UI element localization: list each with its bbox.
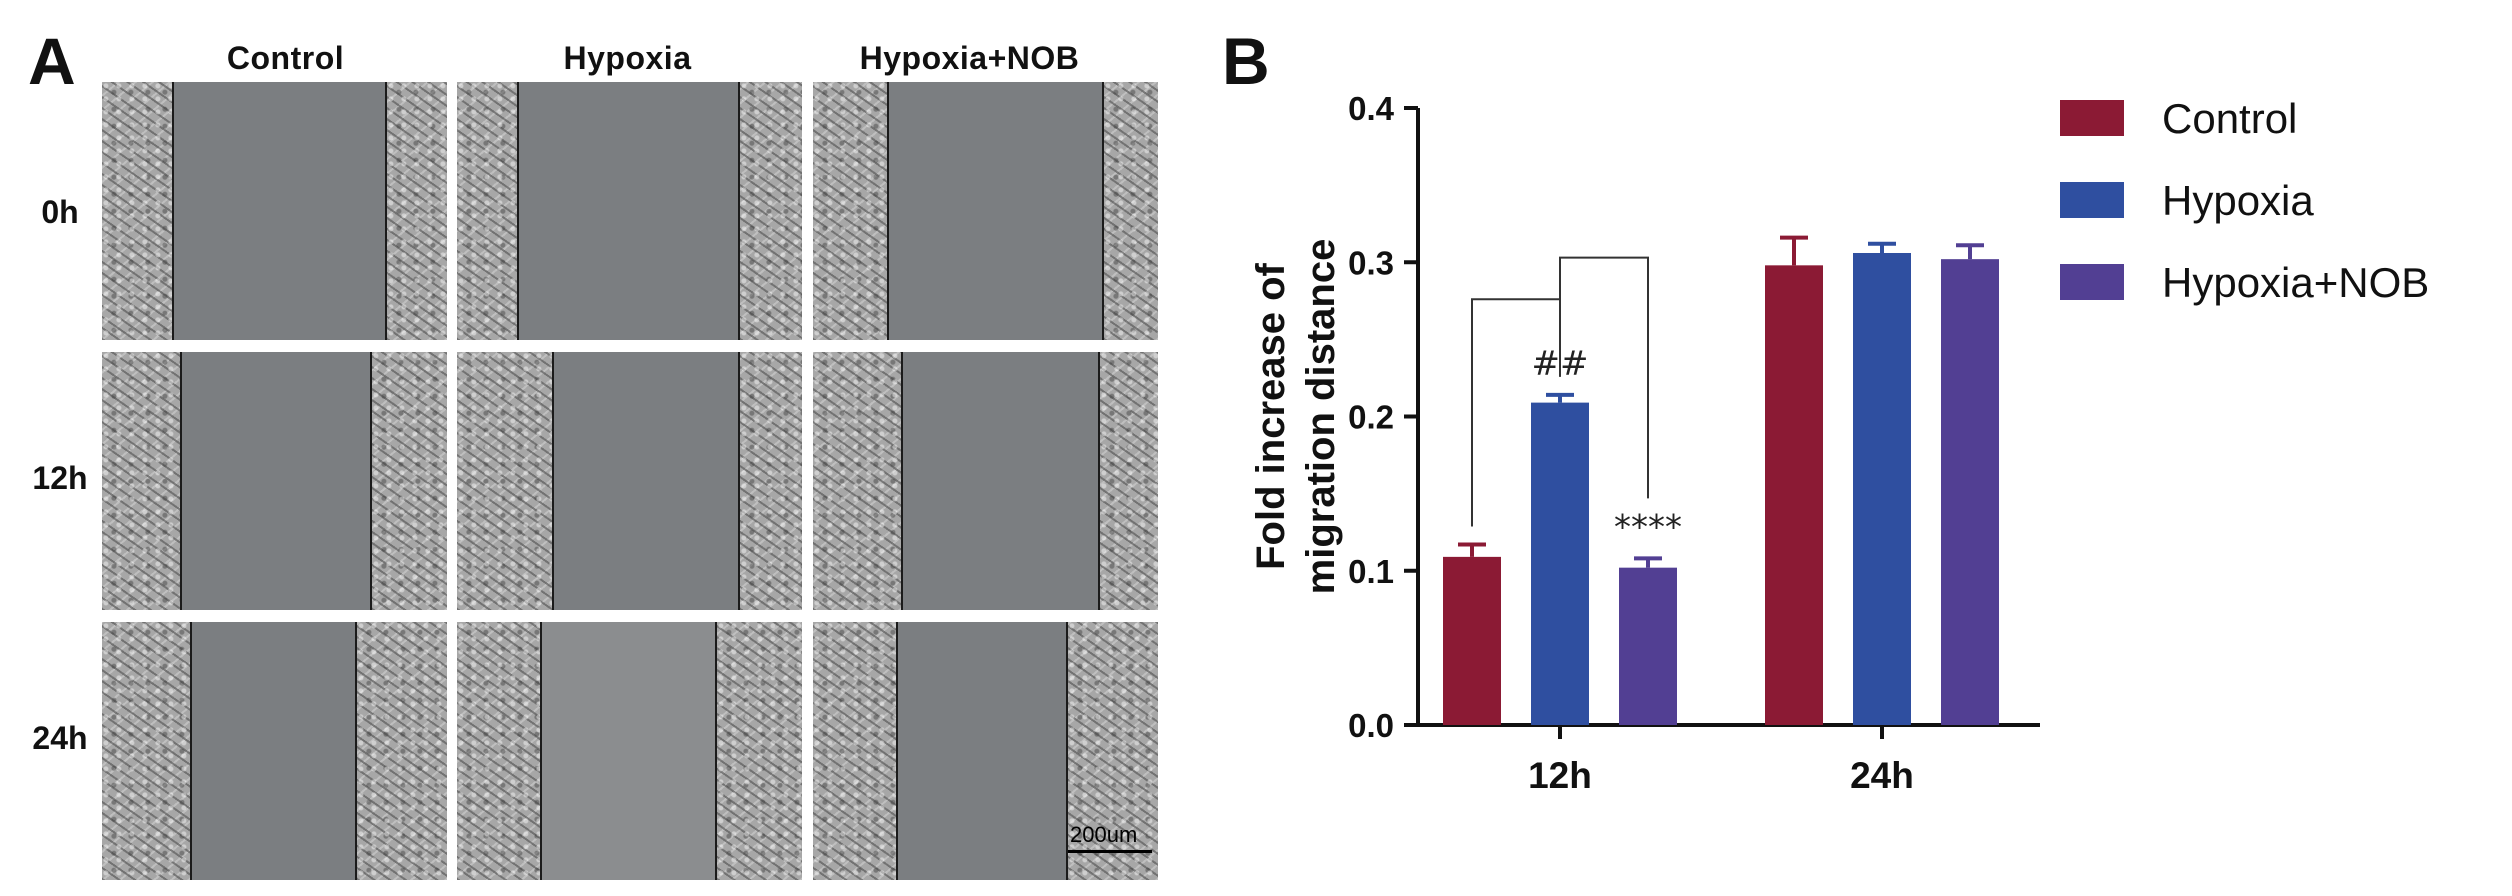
micrograph-hypoxia-nob-0h bbox=[813, 82, 1158, 340]
chart-labels: Fold increase of migration distance ## **** bbox=[1249, 239, 1682, 595]
legend-label: Control bbox=[2162, 95, 2297, 142]
y-tick-label: 0.0 bbox=[1348, 707, 1394, 744]
significance-brackets bbox=[1471, 256, 1649, 527]
column-label-control: Control bbox=[226, 40, 345, 76]
significance-annotation: **** bbox=[1614, 507, 1682, 547]
micrograph-hypoxia-nob-12h bbox=[813, 352, 1158, 610]
column-label-hypoxia: Hypoxia bbox=[563, 40, 692, 76]
bar-hypoxia-nob-24h bbox=[1941, 259, 1999, 725]
micrograph-hypoxia-0h bbox=[457, 82, 802, 340]
y-tick-label: 0.2 bbox=[1348, 399, 1394, 436]
micrograph-hypoxia-12h bbox=[457, 352, 802, 610]
legend-label: Hypoxia bbox=[2162, 177, 2314, 224]
chart-bars bbox=[1443, 235, 1999, 725]
chart-axes: 0.0 0.1 0.2 0.3 0.4 12h 24h bbox=[1348, 90, 2040, 796]
significance-bracket bbox=[1559, 256, 1649, 499]
micrograph-hypoxia-24h bbox=[457, 622, 802, 880]
y-tick-label: 0.3 bbox=[1348, 244, 1394, 281]
micrograph-control-12h bbox=[102, 352, 447, 610]
scale-bar bbox=[1068, 850, 1152, 853]
y-axis-label: Fold increase of migration distance bbox=[1249, 239, 1343, 595]
panel-a-letter: A bbox=[28, 24, 76, 98]
micrograph-hypoxia-nob-24h bbox=[813, 622, 1158, 880]
column-label-hypoxia-nob: Hypoxia+NOB bbox=[859, 40, 1080, 76]
y-axis-label-line: Fold increase of bbox=[1249, 262, 1293, 569]
chart-legend: Control Hypoxia Hypoxia+NOB bbox=[2060, 95, 2429, 306]
panel-b-letter: B bbox=[1222, 24, 1270, 98]
legend-label: Hypoxia+NOB bbox=[2162, 259, 2429, 306]
row-label-12h: 12h bbox=[32, 460, 88, 496]
legend-swatch bbox=[2060, 100, 2124, 136]
micrograph-control-24h bbox=[102, 622, 447, 880]
bar-control-12h bbox=[1443, 556, 1501, 725]
row-label-24h: 24h bbox=[32, 720, 88, 756]
y-tick-label: 0.1 bbox=[1348, 553, 1394, 590]
bar-hypoxia-12h bbox=[1531, 402, 1589, 725]
row-label-0h: 0h bbox=[41, 194, 79, 230]
micrograph-control-0h bbox=[102, 82, 447, 340]
y-tick-label: 0.4 bbox=[1348, 90, 1395, 127]
legend-swatch bbox=[2060, 182, 2124, 218]
significance-annotation: ## bbox=[1532, 344, 1589, 384]
micrograph-grid bbox=[102, 82, 1158, 880]
x-tick-label: 24h bbox=[1850, 755, 1914, 796]
x-tick-label: 12h bbox=[1528, 755, 1592, 796]
bar-hypoxia-24h bbox=[1853, 252, 1911, 725]
scale-bar-label: 200um bbox=[1070, 822, 1138, 847]
bar-control-24h bbox=[1765, 265, 1823, 725]
y-axis-label-line: migration distance bbox=[1299, 239, 1343, 595]
legend-swatch bbox=[2060, 264, 2124, 300]
bar-hypoxia-nob-12h bbox=[1619, 567, 1677, 725]
